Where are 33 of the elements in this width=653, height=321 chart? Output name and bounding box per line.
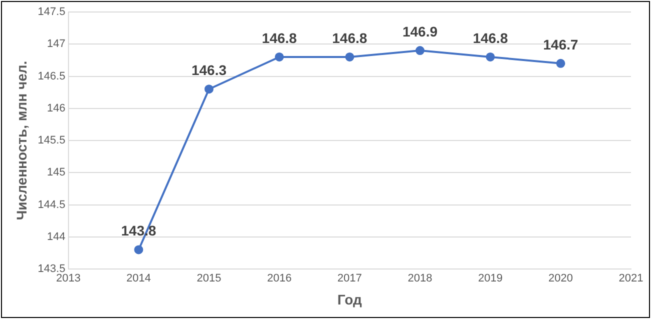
y-tick-label: 145 — [46, 166, 66, 179]
y-tick-label: 146 — [46, 102, 66, 114]
data-label: 146.3 — [191, 62, 227, 78]
data-label: 146.8 — [472, 30, 508, 46]
x-tick-label: 2015 — [196, 272, 222, 285]
point — [345, 52, 354, 62]
point — [486, 52, 495, 62]
x-tick-label: 2013 — [56, 272, 81, 285]
point — [416, 46, 424, 56]
data-label: 146.9 — [402, 23, 438, 40]
data-label: 146.8 — [262, 30, 298, 46]
y-tick-label: 147.5 — [38, 6, 66, 18]
point — [204, 84, 214, 94]
point — [556, 58, 566, 68]
x-tick-label: 2020 — [548, 272, 573, 285]
x-tick-label: 2016 — [267, 272, 292, 285]
y-tick-label: 145.5 — [38, 134, 66, 147]
data-label: 146.8 — [332, 30, 368, 46]
data-label: 146.7 — [543, 36, 578, 52]
y-tick-label: 144 — [46, 230, 66, 243]
x-axis-title: Год — [337, 291, 362, 308]
y-tick-label: 147 — [46, 38, 66, 50]
y-tick-label: 146.5 — [38, 70, 66, 82]
x-tick-label: 2018 — [408, 272, 432, 285]
x-tick-label: 2019 — [478, 272, 503, 285]
x-tick-label: 2017 — [337, 272, 362, 285]
y-axis-title: Численность, млн чел. — [13, 60, 30, 220]
y-tick-label: 144.5 — [38, 198, 66, 211]
point — [134, 245, 144, 254]
x-tick-label: 2014 — [126, 272, 151, 285]
point — [274, 52, 284, 62]
x-tick-label: 2021 — [618, 272, 644, 285]
y-tick-label: 143.5 — [38, 263, 66, 276]
